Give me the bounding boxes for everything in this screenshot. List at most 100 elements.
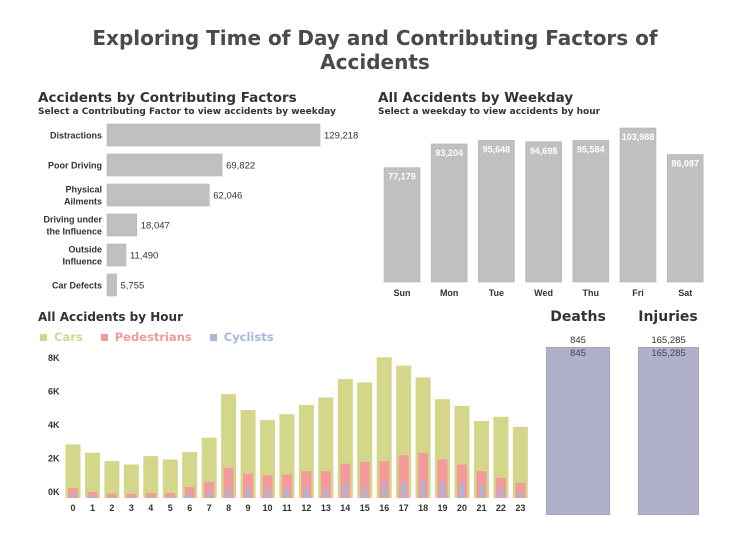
factor-value-label: 18,047 (141, 221, 170, 232)
weekday-category-label: Sat (678, 288, 692, 298)
cars-bar[interactable] (143, 456, 159, 498)
weekday-subtitle: Select a weekday to view accidents by ho… (378, 107, 601, 117)
pedestrians-bar[interactable] (359, 461, 370, 498)
cars-bar[interactable] (493, 416, 509, 498)
factor-bar[interactable] (106, 153, 223, 177)
pedestrians-bar[interactable] (126, 493, 137, 498)
cars-bar[interactable] (123, 464, 139, 499)
factor-bar[interactable] (106, 123, 321, 147)
cyclists-bar[interactable] (362, 487, 367, 498)
cyclists-bar[interactable] (382, 482, 387, 498)
factors-chart: 129,218 Distractions 69,822 Poor Driving 62,… (43, 123, 358, 297)
legend-label-pedestrians: Pedestrians (114, 330, 192, 344)
weekday-category-label: Fri (632, 288, 644, 298)
legend-item-cars[interactable]: Cars (40, 330, 83, 344)
factor-value-label: 11,490 (130, 251, 158, 262)
pedestrians-bar[interactable] (281, 474, 292, 498)
cars-bar[interactable] (162, 459, 178, 498)
cars-bar[interactable] (65, 444, 81, 498)
cyclists-bar[interactable] (498, 488, 503, 498)
weekday-category-label: Tue (489, 288, 504, 298)
weekday-bar[interactable] (383, 167, 421, 283)
weekday-bar[interactable] (666, 154, 704, 283)
cyclists-bar[interactable] (148, 496, 153, 498)
cyclists-bar[interactable] (284, 487, 289, 498)
cars-bar[interactable] (104, 461, 120, 498)
title-line-2: Accidents (320, 50, 430, 74)
legend-item-cyclists[interactable]: Cyclists (209, 330, 274, 344)
x-tick-label: 18 (418, 503, 428, 513)
legend-item-pedestrians[interactable]: Pedestrians (100, 330, 192, 344)
pedestrians-bar[interactable] (457, 464, 467, 499)
pedestrians-bar[interactable] (165, 492, 176, 498)
weekday-category-label: Mon (440, 288, 459, 298)
factor-bar[interactable] (106, 243, 127, 267)
pedestrians-bar[interactable] (320, 471, 331, 498)
cyclists-bar[interactable] (304, 487, 309, 498)
cyclists-bar[interactable] (401, 482, 406, 498)
weekday-bar[interactable] (478, 140, 515, 283)
pedestrians-bar[interactable] (87, 492, 98, 498)
pedestrians-bar[interactable] (398, 455, 409, 498)
cyclists-bar[interactable] (109, 496, 114, 498)
cyclists-bar[interactable] (518, 492, 523, 498)
cyclists-bar[interactable] (343, 483, 348, 498)
cyclists-bar[interactable] (421, 481, 426, 498)
factor-category-label: Driving under (43, 215, 102, 225)
pedestrians-bar[interactable] (340, 463, 351, 498)
cars-bar[interactable] (84, 452, 100, 498)
weekday-bar[interactable] (572, 140, 610, 283)
pedestrians-bar[interactable] (301, 471, 312, 498)
cyclists-bar[interactable] (129, 496, 134, 498)
cyclists-bar[interactable] (71, 492, 75, 498)
injuries-bar[interactable]: 165,285 (638, 347, 699, 515)
weekday-category-label: Wed (534, 288, 553, 298)
legend-label-cars: Cars (54, 330, 83, 344)
pedestrians-bar[interactable] (243, 473, 254, 498)
pedestrians-bar[interactable] (204, 482, 215, 498)
pedestrians-bar[interactable] (223, 467, 234, 498)
pedestrians-bar[interactable] (437, 459, 448, 498)
pedestrians-bar[interactable] (145, 492, 156, 498)
weekday-bar[interactable] (619, 127, 657, 283)
pedestrians-bar[interactable] (379, 461, 390, 498)
pedestrians-bar[interactable] (262, 475, 273, 498)
pedestrians-bar[interactable] (495, 477, 506, 498)
cyclists-bar[interactable] (479, 485, 484, 498)
cyclists-bar[interactable] (226, 488, 231, 498)
cars-bar[interactable] (182, 451, 198, 498)
pedestrians-bar[interactable] (418, 452, 429, 498)
pedestrians-bar[interactable] (184, 487, 195, 498)
deaths-title: Deaths (550, 309, 606, 325)
weekday-title: All Accidents by Weekday (378, 90, 574, 106)
y-tick-label: 6K (48, 387, 60, 397)
cyclists-bar[interactable] (265, 488, 270, 498)
deaths-bar[interactable]: 845 (546, 347, 610, 515)
pedestrians-bar[interactable] (515, 482, 526, 498)
cyclists-bar[interactable] (207, 492, 212, 498)
factor-value-label: 69,822 (226, 161, 255, 172)
injuries-value-label: 165,285 (651, 335, 686, 346)
factor-bar[interactable] (106, 213, 138, 237)
factor-bar[interactable] (106, 183, 210, 207)
cyclists-bar[interactable] (90, 495, 95, 498)
pedestrians-bar[interactable] (106, 493, 117, 498)
cyclists-bar[interactable] (168, 496, 173, 498)
cyclists-bar[interactable] (246, 487, 251, 498)
y-tick-label: 4K (48, 420, 60, 430)
cars-bar[interactable] (512, 426, 528, 498)
cyclists-bar[interactable] (187, 494, 192, 498)
cyclists-bar[interactable] (323, 488, 328, 498)
factor-category-label: Poor Driving (48, 161, 102, 171)
factor-category-label: Distractions (50, 131, 102, 141)
injuries-title: Injuries (638, 309, 698, 325)
cyclists-bar[interactable] (460, 482, 464, 498)
factor-bar[interactable] (106, 273, 117, 297)
pedestrians-bar[interactable] (476, 471, 487, 498)
weekday-bar[interactable] (525, 141, 562, 283)
weekday-value-label: 93,204 (435, 148, 463, 158)
weekday-bar[interactable] (430, 143, 468, 283)
cyclists-bar[interactable] (440, 482, 445, 498)
x-tick-label: 19 (438, 503, 448, 513)
